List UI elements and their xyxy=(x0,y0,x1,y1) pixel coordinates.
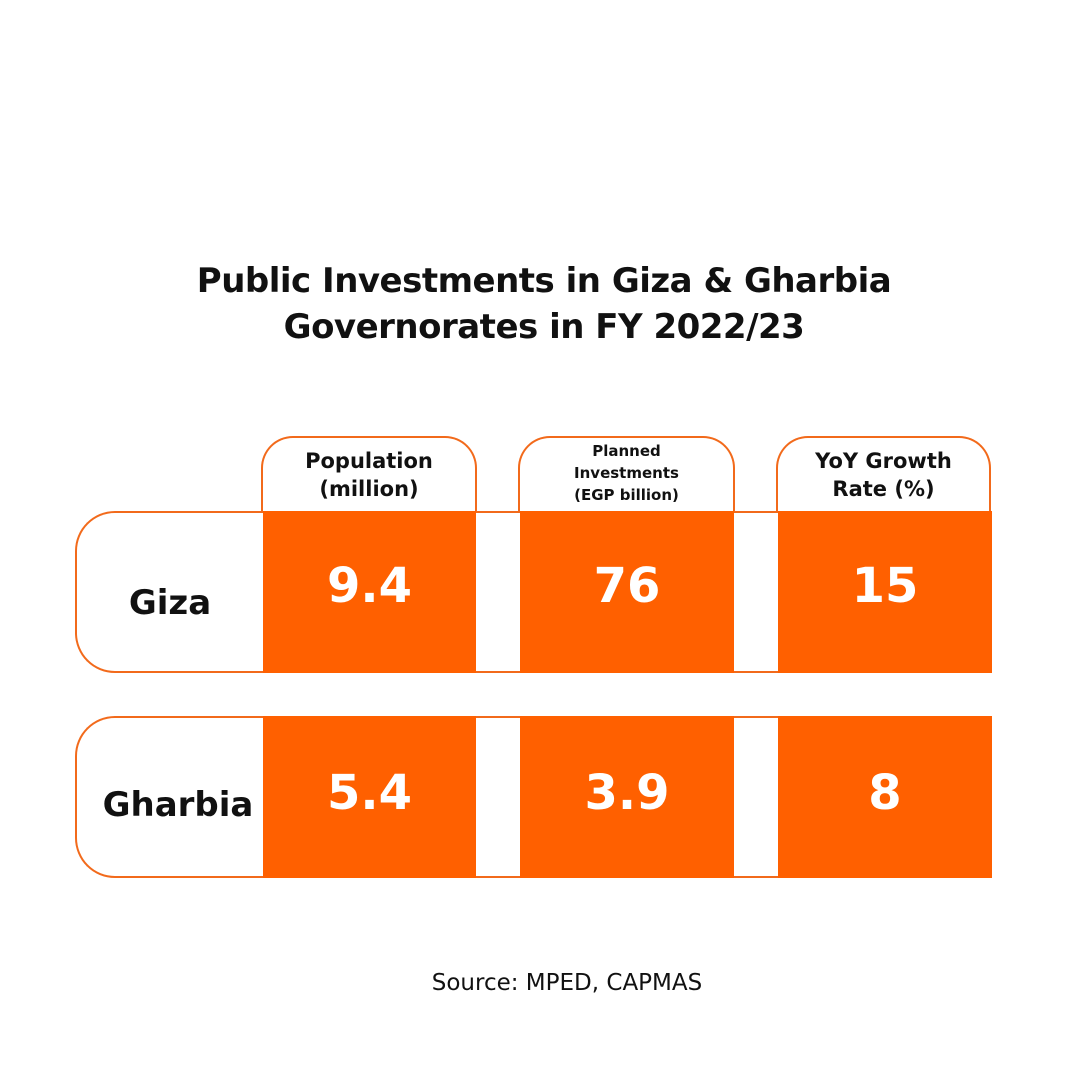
row-label-gharbia: Gharbia xyxy=(86,724,270,886)
column-header-planned-investments-line-3: (EGP billion) xyxy=(574,484,679,506)
cell-giza-planned-investments: 76 xyxy=(520,511,734,673)
column-header-planned-investments: Planned Investments (EGP billion) xyxy=(518,436,735,518)
cell-giza-yoy-growth: 15 xyxy=(778,511,992,673)
right-edge-mask xyxy=(992,400,1080,920)
column-header-population-line-1: Population xyxy=(305,447,433,475)
column-header-yoy-growth-line-1: YoY Growth xyxy=(815,447,952,475)
cell-gharbia-planned-investments: 3.9 xyxy=(520,716,734,878)
column-header-yoy-growth: YoY Growth Rate (%) xyxy=(776,436,991,518)
column-header-yoy-growth-line-2: Rate (%) xyxy=(832,475,934,503)
cell-gharbia-yoy-growth: 8 xyxy=(778,716,992,878)
cell-gharbia-population: 5.4 xyxy=(263,716,476,878)
column-header-planned-investments-line-2: Investments xyxy=(574,462,679,484)
column-header-population: Population (million) xyxy=(261,436,477,518)
chart-title-line-2: Governorates in FY 2022/23 xyxy=(0,304,1080,350)
column-header-population-line-2: (million) xyxy=(319,475,418,503)
cell-giza-population: 9.4 xyxy=(263,511,476,673)
row-label-giza: Giza xyxy=(78,522,262,684)
chart-title-line-1: Public Investments in Giza & Gharbia xyxy=(0,258,1080,304)
source-note: Source: MPED, CAPMAS xyxy=(0,970,1080,996)
chart-title: Public Investments in Giza & Gharbia Gov… xyxy=(0,258,1080,350)
column-header-planned-investments-line-1: Planned xyxy=(592,440,661,462)
